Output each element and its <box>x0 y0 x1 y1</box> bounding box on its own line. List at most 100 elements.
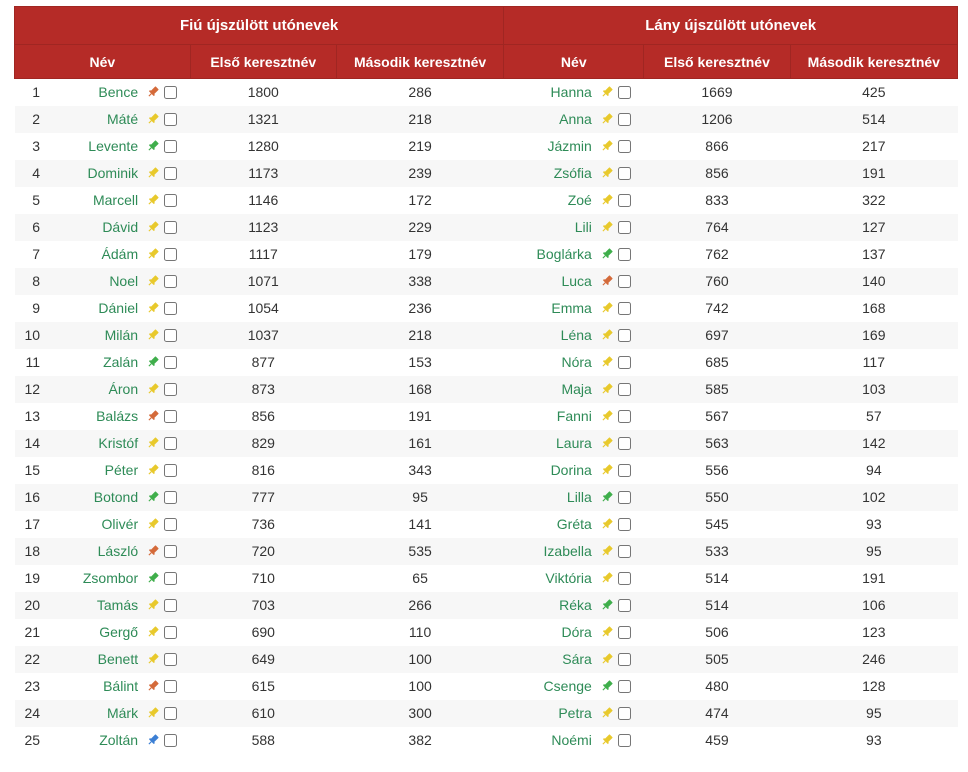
boy-name-link[interactable]: Botond <box>94 489 138 505</box>
boy-name-link[interactable]: Olivér <box>102 516 139 532</box>
girl-select-checkbox[interactable] <box>618 437 631 450</box>
boy-name-link[interactable]: Máté <box>107 111 138 127</box>
girl-name-link[interactable]: Nóra <box>561 354 591 370</box>
girl-name-link[interactable]: Csenge <box>544 678 592 694</box>
girl-name-link[interactable]: Viktória <box>545 570 591 586</box>
boy-name-link[interactable]: Péter <box>105 462 138 478</box>
girl-select-checkbox[interactable] <box>618 356 631 369</box>
girl-select-checkbox[interactable] <box>618 572 631 585</box>
boy-select-checkbox[interactable] <box>164 329 177 342</box>
girl-select-checkbox[interactable] <box>618 383 631 396</box>
boy-select-checkbox[interactable] <box>164 545 177 558</box>
boy-name-link[interactable]: Milán <box>105 327 138 343</box>
boy-name-link[interactable]: Ádám <box>102 246 139 262</box>
boy-select-checkbox[interactable] <box>164 248 177 261</box>
girl-select-checkbox[interactable] <box>618 545 631 558</box>
girl-select-checkbox[interactable] <box>618 734 631 747</box>
boy-name-link[interactable]: Dániel <box>98 300 138 316</box>
girl-select-checkbox[interactable] <box>618 518 631 531</box>
girl-name-link[interactable]: Dóra <box>561 624 591 640</box>
girl-name-link[interactable]: Emma <box>551 300 591 316</box>
boy-name-link[interactable]: Zsombor <box>83 570 138 586</box>
boy-name-link[interactable]: Bálint <box>103 678 138 694</box>
boy-select-checkbox[interactable] <box>164 167 177 180</box>
boy-select-checkbox[interactable] <box>164 464 177 477</box>
girl-select-checkbox[interactable] <box>618 491 631 504</box>
boy-name-link[interactable]: László <box>98 543 138 559</box>
boy-select-checkbox[interactable] <box>164 734 177 747</box>
girl-name-link[interactable]: Jázmin <box>547 138 591 154</box>
girl-name-link[interactable]: Laura <box>556 435 592 451</box>
girl-select-checkbox[interactable] <box>618 275 631 288</box>
girl-name-link[interactable]: Hanna <box>551 84 592 100</box>
girl-select-checkbox[interactable] <box>618 626 631 639</box>
girl-select-checkbox[interactable] <box>618 167 631 180</box>
girl-select-checkbox[interactable] <box>618 86 631 99</box>
boy-name-link[interactable]: Dávid <box>102 219 138 235</box>
boy-select-checkbox[interactable] <box>164 356 177 369</box>
boy-select-checkbox[interactable] <box>164 140 177 153</box>
girl-name-link[interactable]: Gréta <box>557 516 592 532</box>
girl-select-checkbox[interactable] <box>618 653 631 666</box>
girl-name-link[interactable]: Dorina <box>551 462 592 478</box>
boy-select-checkbox[interactable] <box>164 680 177 693</box>
girl-select-checkbox[interactable] <box>618 140 631 153</box>
girl-name-link[interactable]: Léna <box>561 327 592 343</box>
girl-name-link[interactable]: Boglárka <box>537 246 592 262</box>
boy-name-link[interactable]: Kristóf <box>98 435 138 451</box>
boy-select-checkbox[interactable] <box>164 302 177 315</box>
girl-name-link[interactable]: Izabella <box>544 543 592 559</box>
girl-select-checkbox[interactable] <box>618 248 631 261</box>
girl-name-link[interactable]: Luca <box>561 273 591 289</box>
boy-name-link[interactable]: Noel <box>109 273 138 289</box>
boy-select-checkbox[interactable] <box>164 410 177 423</box>
boy-select-checkbox[interactable] <box>164 113 177 126</box>
girl-name-link[interactable]: Maja <box>561 381 591 397</box>
girl-name-link[interactable]: Réka <box>559 597 592 613</box>
boy-name-link[interactable]: Zalán <box>103 354 138 370</box>
boy-name-link[interactable]: Tamás <box>97 597 138 613</box>
girl-name-link[interactable]: Lili <box>575 219 592 235</box>
boy-select-checkbox[interactable] <box>164 437 177 450</box>
boy-name-link[interactable]: Áron <box>109 381 139 397</box>
girl-name-link[interactable]: Lilla <box>567 489 592 505</box>
boy-select-checkbox[interactable] <box>164 491 177 504</box>
boy-name-link[interactable]: Levente <box>88 138 138 154</box>
boy-select-checkbox[interactable] <box>164 383 177 396</box>
boy-name-link[interactable]: Marcell <box>93 192 138 208</box>
boy-select-checkbox[interactable] <box>164 194 177 207</box>
boy-select-checkbox[interactable] <box>164 599 177 612</box>
girl-name-link[interactable]: Noémi <box>551 732 591 748</box>
girl-name-link[interactable]: Fanni <box>557 408 592 424</box>
boy-name-link[interactable]: Benett <box>98 651 138 667</box>
boy-select-checkbox[interactable] <box>164 707 177 720</box>
boy-name-link[interactable]: Zoltán <box>99 732 138 748</box>
girl-name-link[interactable]: Anna <box>559 111 592 127</box>
girl-select-checkbox[interactable] <box>618 410 631 423</box>
boy-name-link[interactable]: Márk <box>107 705 138 721</box>
girl-name-link[interactable]: Sára <box>562 651 592 667</box>
girl-select-checkbox[interactable] <box>618 707 631 720</box>
girl-name-link[interactable]: Zoé <box>568 192 592 208</box>
girl-select-checkbox[interactable] <box>618 464 631 477</box>
boy-name-link[interactable]: Balázs <box>96 408 138 424</box>
boy-select-checkbox[interactable] <box>164 518 177 531</box>
girl-name-link[interactable]: Petra <box>558 705 591 721</box>
girl-name-link[interactable]: Zsófia <box>554 165 592 181</box>
boy-select-checkbox[interactable] <box>164 572 177 585</box>
boy-select-checkbox[interactable] <box>164 653 177 666</box>
girl-select-checkbox[interactable] <box>618 113 631 126</box>
boy-name-link[interactable]: Bence <box>98 84 138 100</box>
boy-name-link[interactable]: Dominik <box>88 165 139 181</box>
girl-select-checkbox[interactable] <box>618 329 631 342</box>
girl-select-checkbox[interactable] <box>618 302 631 315</box>
girl-select-checkbox[interactable] <box>618 680 631 693</box>
boy-select-checkbox[interactable] <box>164 86 177 99</box>
boy-select-checkbox[interactable] <box>164 275 177 288</box>
boy-select-checkbox[interactable] <box>164 626 177 639</box>
girl-select-checkbox[interactable] <box>618 194 631 207</box>
girl-select-checkbox[interactable] <box>618 221 631 234</box>
boy-name-link[interactable]: Gergő <box>99 624 138 640</box>
girl-select-checkbox[interactable] <box>618 599 631 612</box>
boy-select-checkbox[interactable] <box>164 221 177 234</box>
